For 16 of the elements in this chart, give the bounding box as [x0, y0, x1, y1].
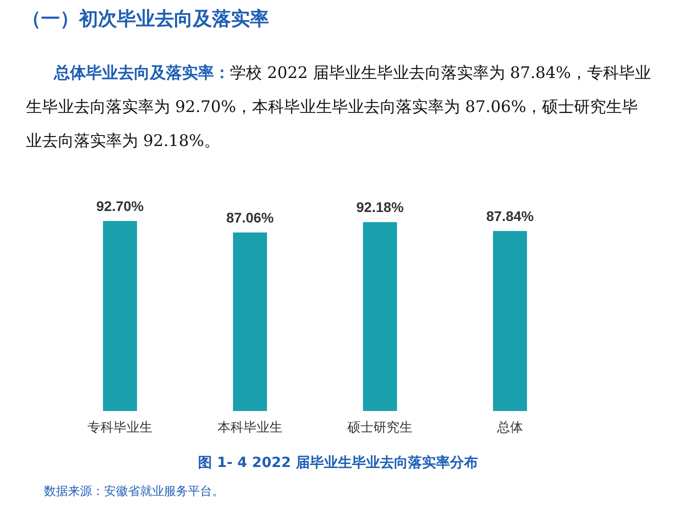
- data-label: 87.84%: [486, 208, 534, 224]
- x-tick-label: 总体: [496, 420, 523, 434]
- x-tick-label: 专科毕业生: [88, 420, 152, 434]
- data-label: 92.18%: [356, 199, 404, 216]
- bar: [233, 232, 267, 411]
- x-tick-label: 本科毕业生: [218, 420, 282, 434]
- data-label: 87.06%: [226, 210, 274, 226]
- chart-title: （一）初次毕业去向及落实率: [22, 7, 269, 32]
- bar: [493, 230, 527, 411]
- data-label: 92.70%: [96, 198, 144, 214]
- source-note: 数据来源：安徽省就业服务平台。: [44, 483, 224, 500]
- caption: 图 1- 4 2022 届毕业生毕业去向落实率分布: [197, 454, 479, 472]
- chart-subtitle: 总体毕业去向及落实率：学校 2022 届毕业生毕业去向落实率为 87.84%，专科毕业生毕业去向落实率为 92.70%，本科毕业生毕业去向落实率为 87.06%，硕士研究生毕业去向落实率为 92.18%。: [26, 62, 652, 152]
- bar: [363, 222, 397, 411]
- bar: [103, 221, 137, 411]
- x-tick-label: 硕士研究生: [346, 420, 412, 434]
